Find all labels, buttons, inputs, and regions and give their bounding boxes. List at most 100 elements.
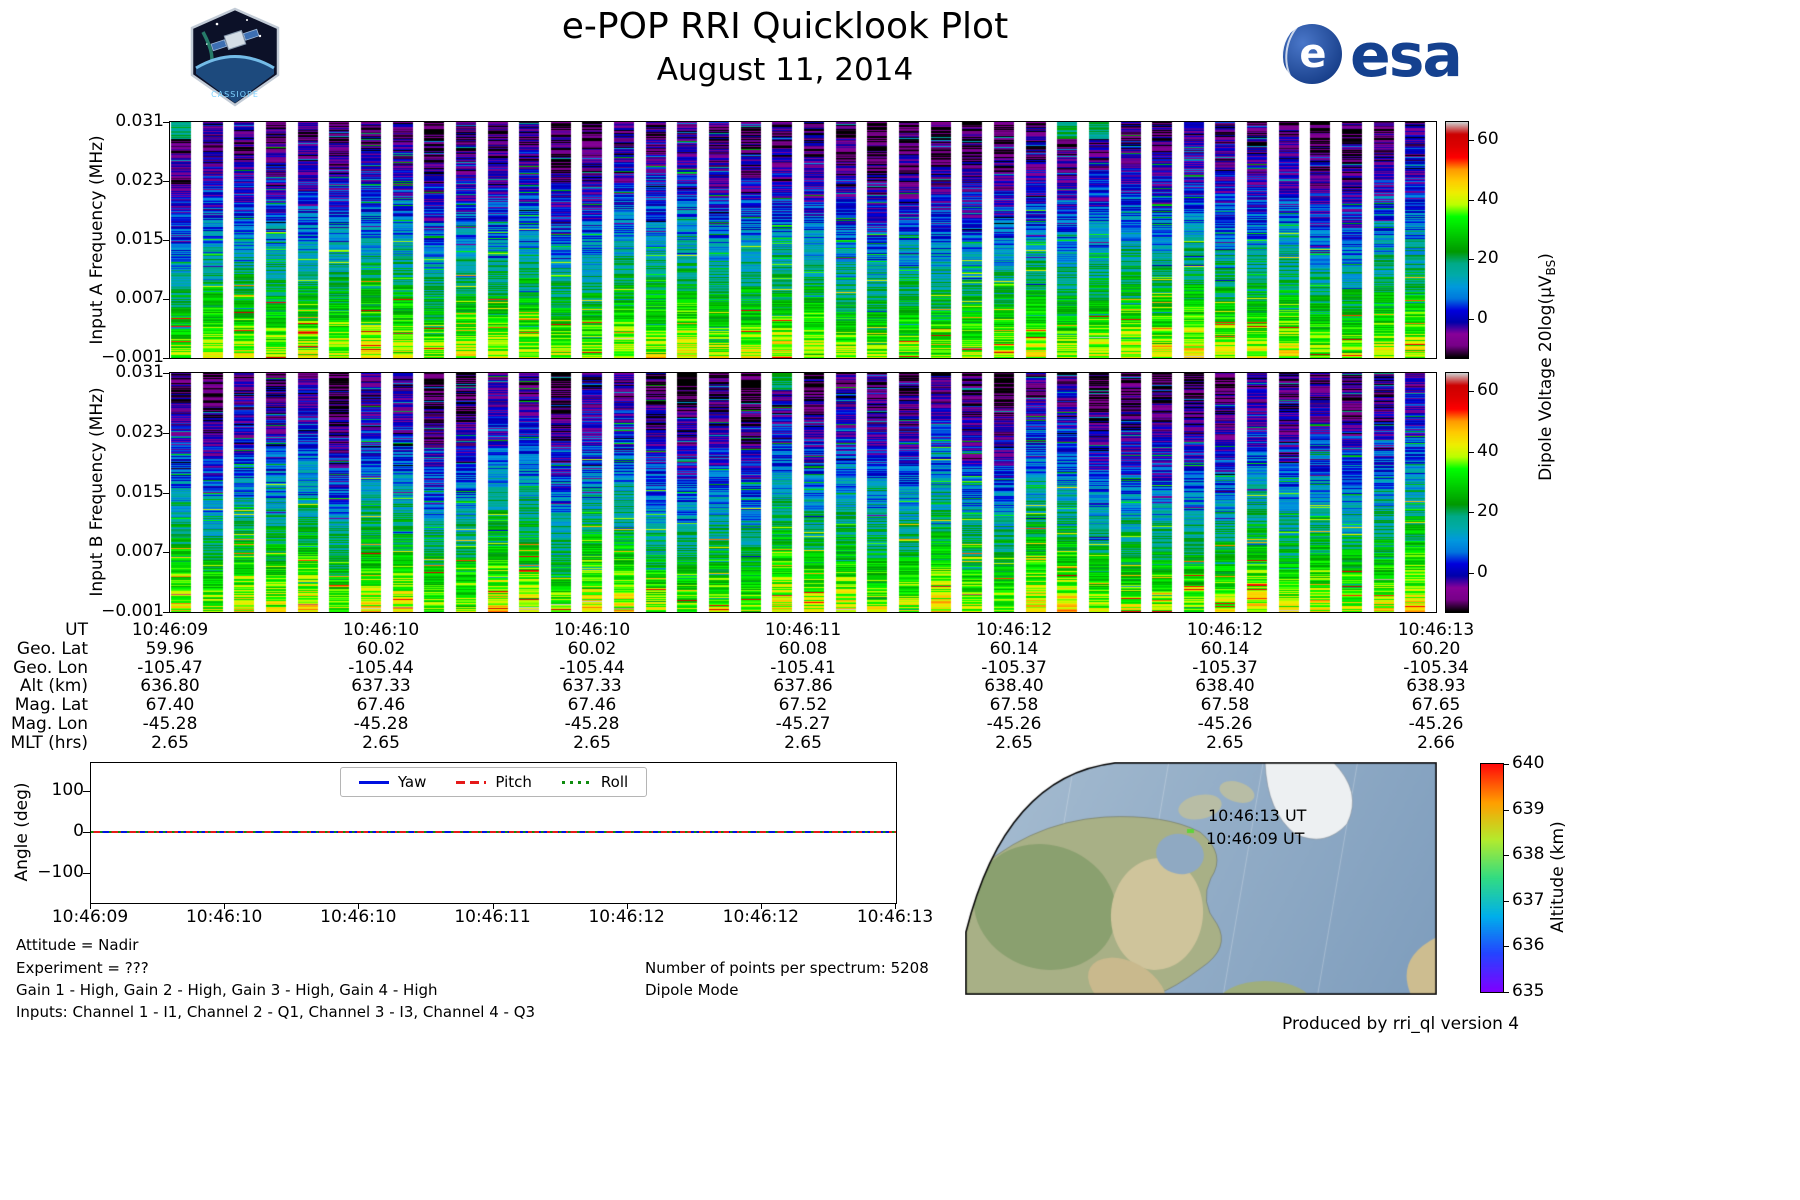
dipole-colorbar-tick-mark bbox=[1469, 391, 1474, 393]
angle-xtick-label: 10:46:09 bbox=[51, 907, 129, 927]
input-a-ytick-label: 0.007 bbox=[115, 288, 164, 308]
input-b-ytick-mark bbox=[163, 612, 169, 613]
ephemeris-cell: -105.44 bbox=[348, 657, 414, 678]
ephemeris-cell: -45.26 bbox=[986, 713, 1042, 734]
input-a-ytick-mark bbox=[163, 181, 169, 182]
altitude-colorbar-tick-mark bbox=[1504, 809, 1509, 811]
dipole-colorbar-tick-mark bbox=[1469, 199, 1474, 201]
input-a-ytick-label: −0.001 bbox=[101, 347, 164, 367]
ephemeris-row-label: Mag. Lon bbox=[10, 713, 88, 734]
input-b-colorbar bbox=[1445, 372, 1469, 613]
dipole-colorbar-tick-mark bbox=[1469, 512, 1474, 514]
ephemeris-cell: 2.65 bbox=[1206, 732, 1244, 753]
cassiope-mission-patch: CASSIOPE bbox=[183, 6, 287, 112]
ephemeris-cell: 2.66 bbox=[1417, 732, 1455, 753]
dipole-colorbar-tick-label: 60 bbox=[1477, 380, 1499, 401]
dipole-colorbar-tick-label: 0 bbox=[1477, 561, 1488, 582]
ephemeris-cell: 638.93 bbox=[1406, 676, 1466, 697]
ephemeris-cell: 638.40 bbox=[1195, 676, 1255, 697]
dipole-colorbar-tick-label: 20 bbox=[1477, 248, 1499, 269]
ephemeris-row-label: Geo. Lat bbox=[16, 638, 88, 659]
input-a-ytick-label: 0.023 bbox=[115, 170, 164, 190]
figure-date: August 11, 2014 bbox=[656, 52, 914, 88]
ephemeris-cell: 67.52 bbox=[778, 695, 828, 715]
patch-satellite-icon bbox=[210, 28, 260, 52]
ephemeris-cell: 67.40 bbox=[145, 695, 195, 715]
altitude-colorbar-tick-mark bbox=[1504, 992, 1509, 993]
legend-item-roll: Roll bbox=[561, 773, 628, 791]
ephemeris-cell: 67.58 bbox=[1200, 695, 1250, 715]
angle-xtick-mark bbox=[760, 903, 762, 909]
angle-xtick-mark bbox=[224, 903, 226, 909]
angle-ytick-mark bbox=[83, 872, 90, 874]
angle-xtick-label: 10:46:10 bbox=[185, 907, 263, 927]
input-b-ytick-mark bbox=[163, 552, 169, 554]
ephemeris-cell: 636.80 bbox=[140, 676, 200, 697]
note-gains: Gain 1 - High, Gain 2 - High, Gain 3 - H… bbox=[16, 981, 438, 999]
legend-item-yaw: Yaw bbox=[358, 773, 427, 791]
angle-ytick-label: 0 bbox=[73, 821, 84, 841]
attitude-plot-area: Yaw Pitch Roll bbox=[90, 762, 897, 904]
ephemeris-cell: 67.46 bbox=[567, 695, 617, 715]
input-b-ytick-label: 0.023 bbox=[115, 421, 164, 442]
esa-globe-letter: e bbox=[1299, 31, 1326, 77]
ephemeris-cell: 2.65 bbox=[995, 732, 1033, 753]
angle-ytick-mark bbox=[83, 791, 90, 793]
legend-swatch-pitch bbox=[456, 780, 487, 784]
ephemeris-cell: -105.41 bbox=[770, 657, 836, 678]
patch-label: CASSIOPE bbox=[211, 90, 259, 99]
ephemeris-row-label: UT bbox=[65, 620, 88, 640]
ephemeris-cell: -105.37 bbox=[981, 657, 1047, 678]
input-b-ytick-mark bbox=[163, 432, 169, 434]
ephemeris-cell: 60.02 bbox=[567, 638, 617, 659]
ephemeris-cell: 10:46:13 bbox=[1397, 620, 1475, 640]
input-a-ytick-label: 0.015 bbox=[115, 229, 164, 249]
esa-wordmark: esa bbox=[1350, 21, 1461, 88]
ephemeris-cell: -45.27 bbox=[775, 713, 831, 734]
input-a-ytick-mark bbox=[163, 299, 169, 300]
ephemeris-cell: 60.14 bbox=[1200, 638, 1250, 659]
legend-label-yaw: Yaw bbox=[397, 773, 427, 791]
angle-xtick-mark bbox=[90, 903, 91, 909]
angle-xtick-label: 10:46:12 bbox=[722, 907, 799, 927]
ephemeris-cell: 2.65 bbox=[151, 732, 189, 753]
altitude-colorbar-tick-mark bbox=[1504, 855, 1509, 857]
ephemeris-cell: -45.28 bbox=[353, 713, 409, 734]
note-attitude: Attitude = Nadir bbox=[16, 936, 139, 954]
ephemeris-cell: 637.86 bbox=[773, 676, 833, 697]
legend-swatch-yaw bbox=[358, 780, 389, 784]
input-b-ytick-mark bbox=[163, 373, 169, 374]
altitude-colorbar-tick-label: 640 bbox=[1512, 753, 1545, 773]
angle-xtick-label: 10:46:10 bbox=[320, 907, 397, 927]
ephemeris-cell: 10:46:10 bbox=[553, 620, 631, 640]
map-annotation-start-time: 10:46:09 UT bbox=[1206, 829, 1305, 848]
dipole-colorbar-tick-mark bbox=[1469, 451, 1474, 453]
input-b-ytick-label: 0.015 bbox=[115, 481, 164, 502]
ephemeris-cell: 2.65 bbox=[784, 732, 822, 753]
input-a-ytick-label: 0.031 bbox=[115, 111, 164, 131]
attitude-legend-box: Yaw Pitch Roll bbox=[339, 767, 648, 797]
altitude-colorbar-tick-mark bbox=[1504, 764, 1509, 765]
altitude-colorbar-tick-label: 635 bbox=[1512, 981, 1545, 1001]
ephemeris-cell: 67.46 bbox=[356, 695, 406, 715]
ephemeris-cell: 67.58 bbox=[989, 695, 1039, 715]
ephemeris-cell: -105.44 bbox=[559, 657, 625, 678]
altitude-colorbar bbox=[1480, 763, 1504, 993]
dipole-colorbar-tick-mark bbox=[1469, 139, 1474, 141]
altitude-colorbar-tick-label: 638 bbox=[1512, 844, 1545, 865]
ephemeris-cell: 60.20 bbox=[1411, 638, 1461, 659]
altitude-colorbar-tick-label: 639 bbox=[1512, 798, 1545, 819]
dipole-colorbar-tick-label: 0 bbox=[1477, 308, 1488, 329]
ephemeris-cell: 2.65 bbox=[362, 732, 400, 753]
dipole-colorbar-tick-label: 60 bbox=[1477, 128, 1499, 149]
credit-text: Produced by rri_ql version 4 bbox=[1282, 1014, 1520, 1034]
ephemeris-row-label: Mag. Lat bbox=[14, 695, 88, 715]
angle-xtick-mark bbox=[626, 903, 628, 909]
ephemeris-cell: 10:46:12 bbox=[1186, 620, 1264, 640]
altitude-colorbar-tick-label: 636 bbox=[1512, 935, 1545, 956]
dipole-colorbar-tick-mark bbox=[1469, 572, 1474, 574]
altitude-colorbar-label: Altitude (km) bbox=[1548, 821, 1568, 933]
input-a-ytick-mark bbox=[163, 240, 169, 241]
angle-xtick-mark bbox=[358, 903, 360, 909]
